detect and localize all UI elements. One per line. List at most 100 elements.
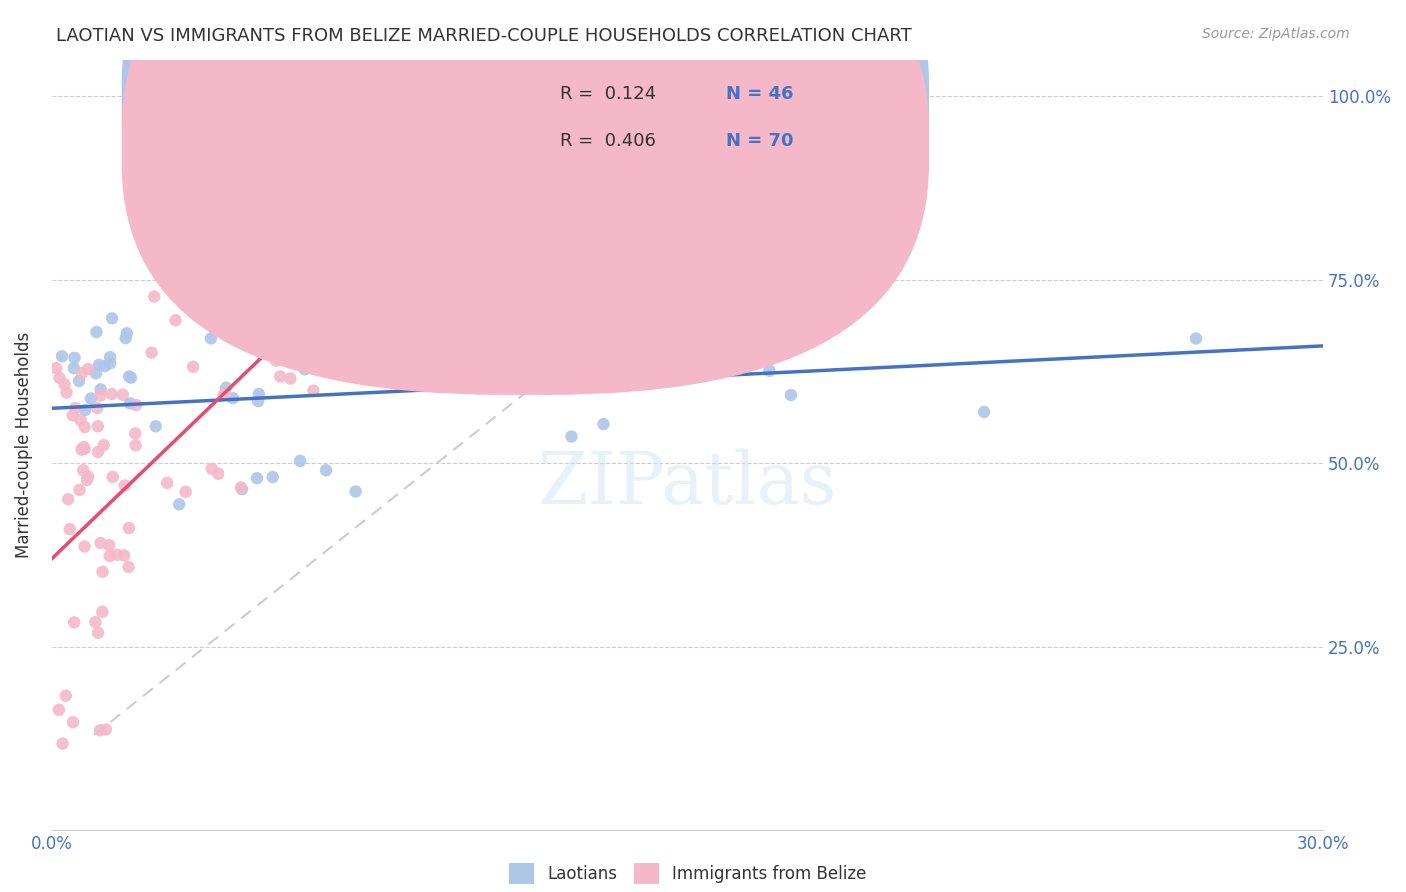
Point bbox=[63, 615, 86, 630]
Point bbox=[98, 549, 121, 563]
Point bbox=[233, 291, 256, 305]
FancyBboxPatch shape bbox=[122, 0, 929, 395]
Text: R =  0.124: R = 0.124 bbox=[561, 86, 657, 103]
Point bbox=[87, 445, 110, 459]
Point bbox=[222, 391, 245, 405]
Point bbox=[247, 394, 270, 409]
Point bbox=[114, 478, 136, 492]
Point bbox=[124, 438, 146, 452]
Point bbox=[65, 401, 87, 416]
Point bbox=[207, 467, 229, 481]
Point bbox=[264, 353, 287, 368]
Point bbox=[89, 723, 111, 738]
Point bbox=[87, 419, 110, 434]
Text: R =  0.406: R = 0.406 bbox=[561, 131, 657, 150]
Point bbox=[176, 178, 198, 192]
Point bbox=[229, 480, 252, 494]
Point bbox=[156, 475, 179, 490]
Point bbox=[644, 323, 666, 337]
Point bbox=[91, 605, 114, 619]
FancyBboxPatch shape bbox=[122, 0, 929, 349]
Point bbox=[211, 323, 233, 337]
Point bbox=[134, 148, 156, 162]
Point bbox=[98, 356, 121, 370]
Text: LAOTIAN VS IMMIGRANTS FROM BELIZE MARRIED-COUPLE HOUSEHOLDS CORRELATION CHART: LAOTIAN VS IMMIGRANTS FROM BELIZE MARRIE… bbox=[56, 27, 912, 45]
Text: Source: ZipAtlas.com: Source: ZipAtlas.com bbox=[1202, 27, 1350, 41]
Point bbox=[87, 358, 110, 372]
Point bbox=[62, 715, 84, 730]
Point bbox=[73, 442, 96, 456]
Point bbox=[70, 366, 93, 380]
Point bbox=[101, 311, 124, 326]
Point bbox=[75, 403, 97, 417]
Point bbox=[53, 377, 76, 392]
Point bbox=[86, 401, 108, 415]
Point bbox=[302, 384, 325, 398]
Point bbox=[291, 237, 314, 252]
Y-axis label: Married-couple Households: Married-couple Households bbox=[15, 332, 32, 558]
Point bbox=[48, 371, 70, 385]
Point bbox=[77, 362, 100, 376]
Point bbox=[117, 560, 139, 574]
Point bbox=[167, 497, 190, 511]
Point bbox=[67, 374, 90, 388]
Point bbox=[63, 361, 86, 376]
Point bbox=[45, 361, 67, 376]
Point bbox=[73, 540, 96, 554]
Point bbox=[114, 331, 136, 345]
Point bbox=[231, 482, 253, 496]
Point bbox=[288, 454, 311, 468]
Point bbox=[240, 325, 263, 339]
Point bbox=[294, 340, 316, 354]
Point bbox=[94, 723, 117, 737]
Point bbox=[246, 471, 269, 485]
Point bbox=[141, 345, 163, 359]
Point bbox=[780, 388, 803, 402]
Text: ZIPatlas: ZIPatlas bbox=[537, 449, 837, 519]
Point bbox=[100, 387, 122, 401]
Point bbox=[55, 385, 77, 400]
Point bbox=[315, 463, 337, 477]
Point bbox=[212, 387, 235, 401]
Point bbox=[294, 362, 316, 376]
Point bbox=[56, 492, 79, 507]
Point bbox=[87, 625, 110, 640]
Point bbox=[52, 737, 75, 751]
Point bbox=[86, 325, 108, 339]
Point bbox=[143, 289, 166, 303]
Point bbox=[73, 420, 96, 434]
Point bbox=[181, 359, 204, 374]
Point bbox=[51, 349, 73, 363]
Text: N = 46: N = 46 bbox=[725, 86, 793, 103]
Text: N = 70: N = 70 bbox=[725, 131, 793, 150]
Point bbox=[215, 381, 238, 395]
Point bbox=[174, 484, 197, 499]
Point bbox=[80, 392, 103, 406]
Point bbox=[429, 337, 451, 351]
Point bbox=[201, 462, 224, 476]
Point bbox=[1185, 332, 1208, 346]
Point bbox=[973, 405, 995, 419]
Point bbox=[89, 388, 111, 402]
Point bbox=[70, 442, 93, 457]
Point bbox=[112, 549, 135, 563]
Point bbox=[262, 470, 284, 484]
Point bbox=[94, 359, 117, 373]
Point bbox=[247, 387, 270, 401]
Point bbox=[62, 409, 84, 423]
Point bbox=[98, 538, 121, 552]
Point bbox=[93, 438, 115, 452]
Point bbox=[280, 371, 302, 385]
Point bbox=[315, 354, 337, 368]
Point bbox=[145, 419, 167, 434]
Point bbox=[118, 369, 141, 384]
Point bbox=[200, 331, 222, 345]
Point bbox=[77, 469, 100, 483]
Point bbox=[90, 536, 112, 550]
Point bbox=[48, 703, 70, 717]
Point bbox=[118, 521, 141, 535]
Point bbox=[120, 396, 142, 410]
Point bbox=[63, 351, 86, 365]
Point bbox=[560, 429, 582, 443]
Point bbox=[344, 484, 367, 499]
